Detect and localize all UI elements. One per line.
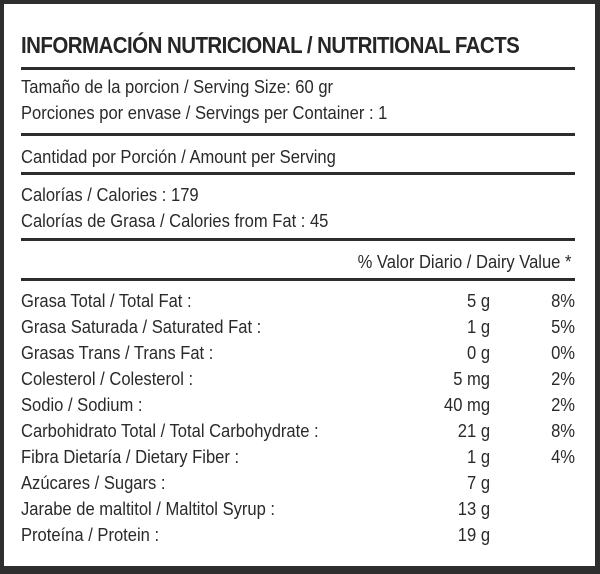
- divider: [21, 67, 575, 70]
- nutrition-facts-panel: INFORMACIÓN NUTRICIONAL / NUTRITIONAL FA…: [4, 4, 595, 566]
- divider: [21, 238, 575, 241]
- nutrient-row-saturated-fat: Grasa Saturada / Saturated Fat : 1 g 5%: [21, 314, 575, 340]
- nutrient-amount: 1 g: [466, 317, 490, 337]
- nutrient-amount: 5 g: [466, 291, 490, 311]
- nutrient-row-maltitol-syrup: Jarabe de maltitol / Maltitol Syrup : 13…: [21, 496, 575, 522]
- nutrient-daily-value: 5%: [551, 317, 575, 337]
- nutrient-row-dietary-fiber: Fibra Dietaría / Dietary Fiber : 1 g 4%: [21, 444, 575, 470]
- servings-per-container: Porciones por envase / Servings per Cont…: [21, 103, 388, 123]
- calories-total: Calorías / Calories : 179: [21, 185, 199, 205]
- nutrient-row-total-carbohydrate: Carbohidrato Total / Total Carbohydrate …: [21, 418, 575, 444]
- nutrient-label: Jarabe de maltitol / Maltitol Syrup :: [21, 499, 276, 519]
- nutrient-label: Carbohidrato Total / Total Carbohydrate …: [21, 421, 319, 441]
- panel-title: INFORMACIÓN NUTRICIONAL / NUTRITIONAL FA…: [21, 32, 520, 58]
- nutrient-daily-value: 0%: [551, 343, 575, 363]
- divider: [21, 278, 575, 281]
- nutrient-label: Grasa Total / Total Fat :: [21, 291, 192, 311]
- nutrient-label: Colesterol / Colesterol :: [21, 369, 194, 389]
- nutrient-label: Sodio / Sodium :: [21, 395, 143, 415]
- calories-from-fat: Calorías de Grasa / Calories from Fat : …: [21, 211, 329, 231]
- nutrient-amount: 7 g: [466, 473, 490, 493]
- nutrient-row-trans-fat: Grasas Trans / Trans Fat : 0 g 0%: [21, 340, 575, 366]
- nutrient-label: Azúcares / Sugars :: [21, 473, 166, 493]
- nutrient-amount: 40 mg: [443, 395, 490, 415]
- nutrient-amount: 5 mg: [453, 369, 490, 389]
- nutrient-row-cholesterol: Colesterol / Colesterol : 5 mg 2%: [21, 366, 575, 392]
- nutrient-label: Grasa Saturada / Saturated Fat :: [21, 317, 262, 337]
- nutrient-amount: 13 g: [457, 499, 490, 519]
- nutrient-daily-value: 2%: [551, 369, 575, 389]
- nutrient-daily-value: 2%: [551, 395, 575, 415]
- nutrient-label: Fibra Dietaría / Dietary Fiber :: [21, 447, 240, 467]
- divider: [21, 172, 575, 175]
- nutrient-amount: 0 g: [466, 343, 490, 363]
- nutrient-daily-value: 8%: [551, 421, 575, 441]
- nutrient-row-protein: Proteína / Protein : 19 g: [21, 522, 575, 548]
- divider: [21, 133, 575, 136]
- nutrient-amount: 19 g: [457, 525, 490, 545]
- nutrient-row-sodium: Sodio / Sodium : 40 mg 2%: [21, 392, 575, 418]
- serving-size: Tamaño de la porcion / Serving Size: 60 …: [21, 77, 334, 97]
- nutrient-amount: 21 g: [457, 421, 490, 441]
- amount-per-serving: Cantidad por Porción / Amount per Servin…: [21, 147, 336, 167]
- nutrient-label: Proteína / Protein :: [21, 525, 160, 545]
- nutrient-daily-value: 4%: [551, 447, 575, 467]
- nutrient-row-sugars: Azúcares / Sugars : 7 g: [21, 470, 575, 496]
- nutrient-label: Grasas Trans / Trans Fat :: [21, 343, 214, 363]
- nutrient-row-total-fat: Grasa Total / Total Fat : 5 g 8%: [21, 288, 575, 314]
- nutrient-daily-value: 8%: [551, 291, 575, 311]
- nutrient-table: Grasa Total / Total Fat : 5 g 8% Grasa S…: [21, 288, 575, 548]
- nutrient-amount: 1 g: [466, 447, 490, 467]
- daily-value-header: % Valor Diario / Dairy Value *: [357, 252, 571, 272]
